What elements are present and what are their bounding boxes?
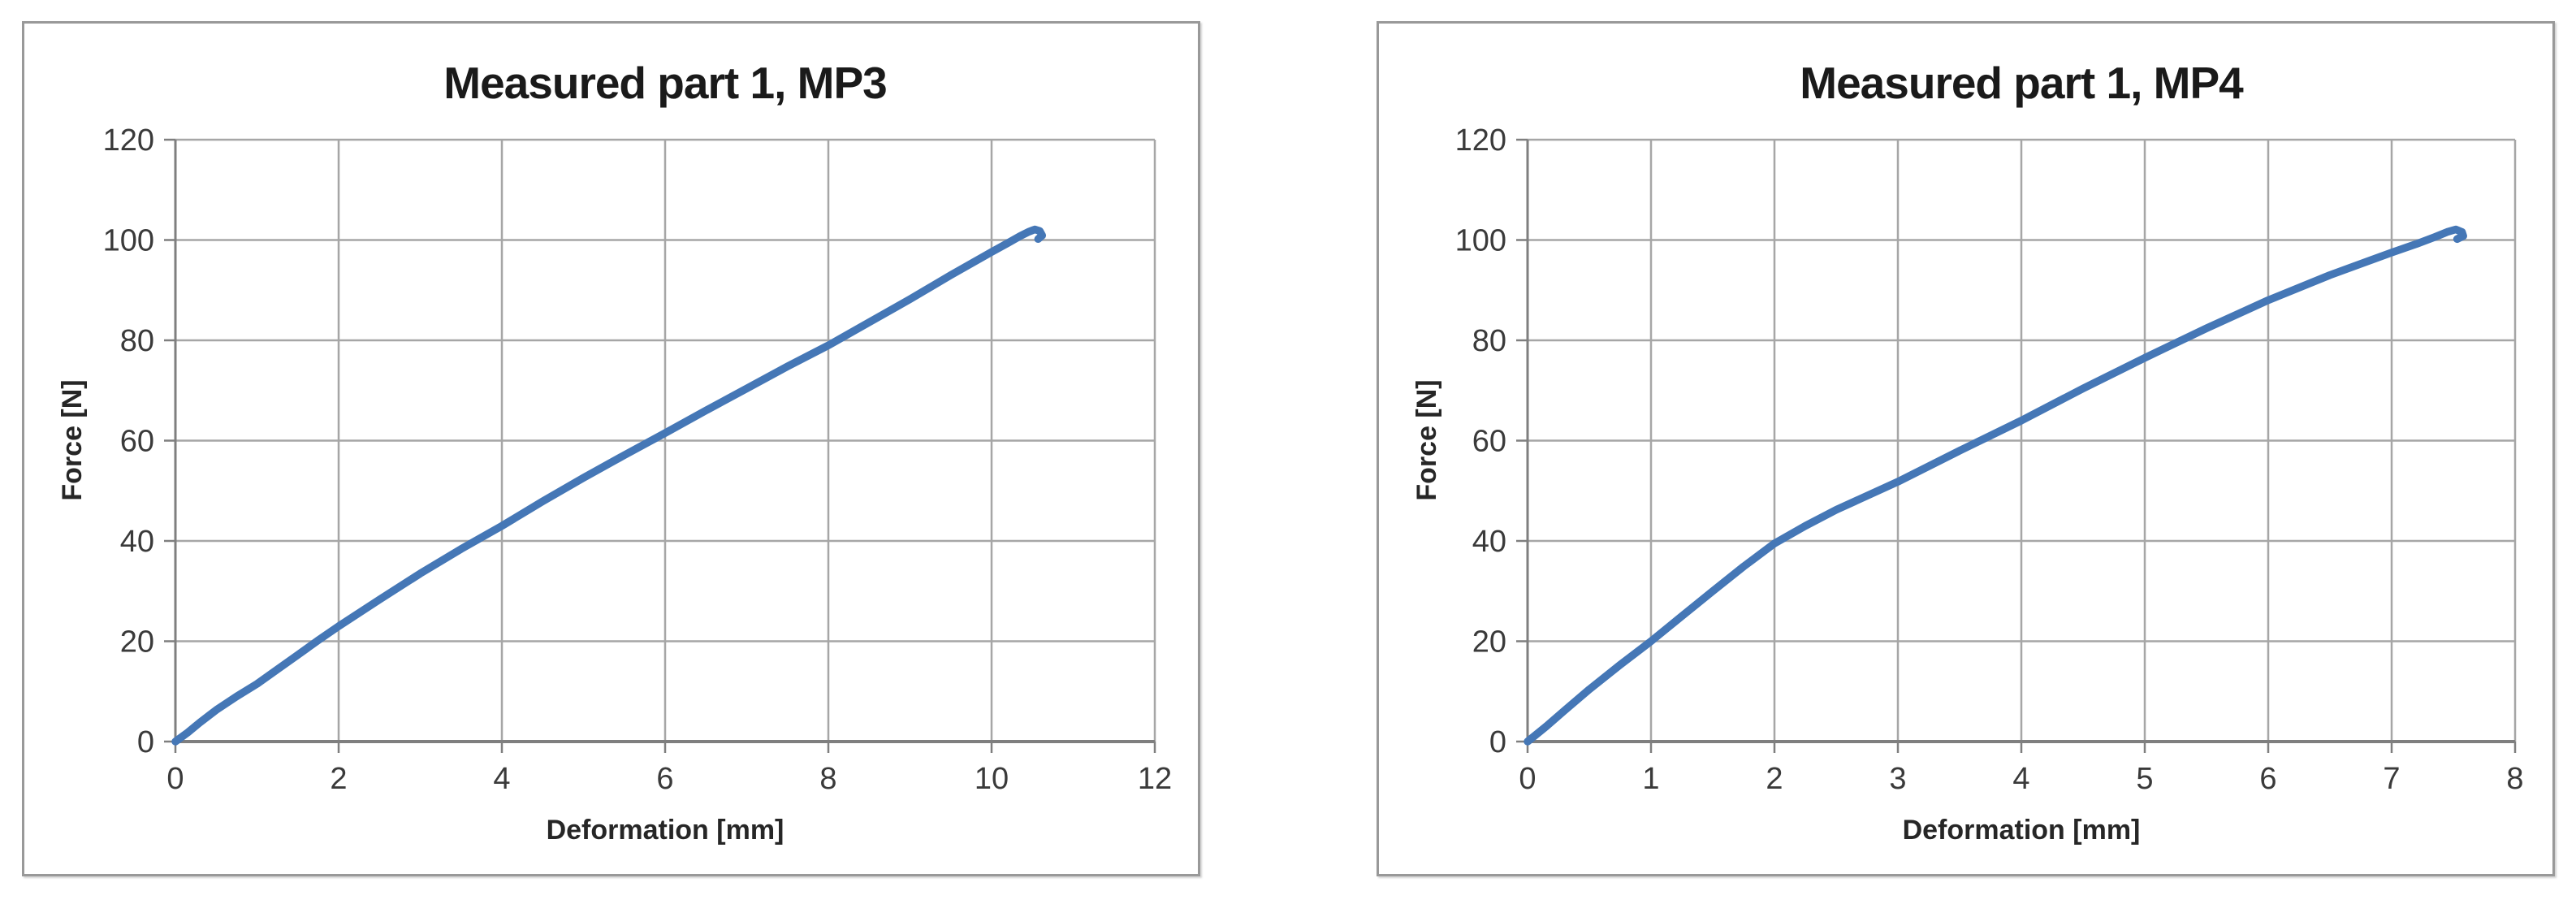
x-tick-label: 7 [2383,762,2400,796]
x-tick-label: 10 [975,762,1009,796]
x-tick-label: 2 [330,762,347,796]
mp3-y-axis-title: Force [N] [57,379,88,500]
mp3-chart-title: Measured part 1, MP3 [443,58,886,108]
x-tick-label: 4 [2012,762,2029,796]
y-tick-label: 100 [103,224,154,258]
x-tick-label: 6 [656,762,673,796]
y-tick-label: 40 [1472,525,1506,559]
x-tick-label: 8 [819,762,836,796]
x-tick-label: 12 [1138,762,1172,796]
y-tick-label: 0 [1489,725,1506,759]
y-tick-label: 0 [137,725,154,759]
y-tick-label: 100 [1455,224,1506,258]
y-tick-label: 20 [120,625,154,660]
x-tick-label: 0 [166,762,184,796]
x-tick-label: 4 [493,762,510,796]
y-tick-label: 20 [1472,625,1506,660]
y-tick-label: 40 [120,525,154,559]
y-tick-label: 80 [120,324,154,358]
mp4-x-axis-title: Deformation [mm] [1903,815,2141,846]
mp4-chart-title: Measured part 1, MP4 [1800,58,2244,108]
x-tick-label: 6 [2259,762,2276,796]
x-tick-label: 1 [1642,762,1659,796]
series-curve [1524,225,2467,746]
chart-panel-mp4: 0 1 2 3 4 5 6 7 8 0 20 40 60 80 100 120 Measured part 1… [1377,21,2555,876]
y-tick-label: 120 [1455,123,1506,158]
y-tick-label: 120 [103,123,154,158]
x-tick-label: 8 [2506,762,2523,796]
y-tick-label: 80 [1472,324,1506,358]
mp4-y-axis-title: Force [N] [1411,379,1442,500]
x-tick-label: 2 [1766,762,1783,796]
chart-panel-mp3: 0 2 4 6 8 10 12 0 20 40 60 80 100 120 Measured part 1… [22,21,1200,876]
x-tick-label: 5 [2136,762,2153,796]
mp3-x-axis-title: Deformation [mm] [547,815,784,846]
y-tick-label: 60 [120,425,154,459]
x-tick-label: 3 [1889,762,1906,796]
x-tick-label: 0 [1519,762,1536,796]
series-curve [171,225,1047,746]
y-tick-label: 60 [1472,425,1506,459]
